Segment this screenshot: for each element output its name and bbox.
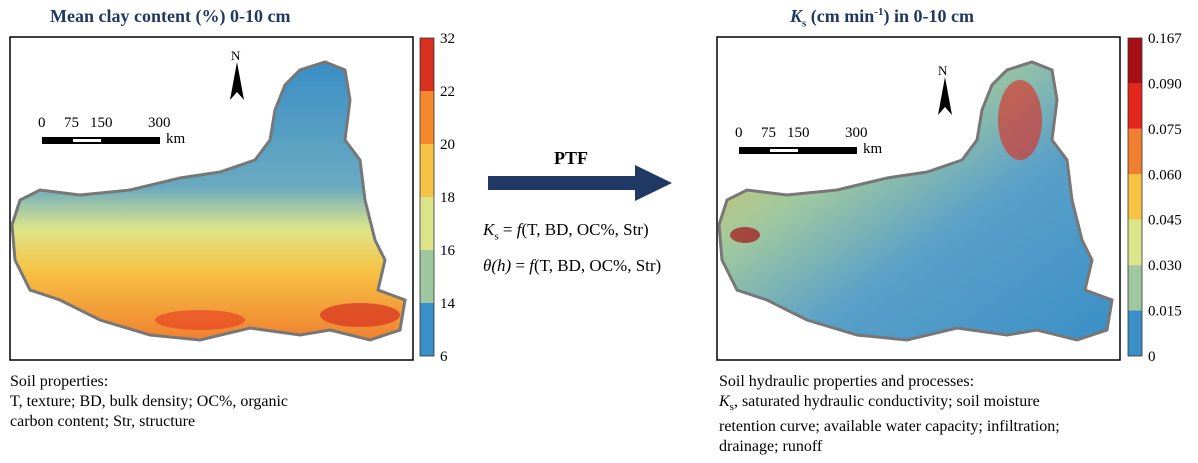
colorbar-label: 6 xyxy=(440,349,448,365)
scale-tick: 75 xyxy=(64,115,79,131)
colorbar-label: 18 xyxy=(440,190,455,206)
colorbar-label: 32 xyxy=(440,31,455,47)
scale-tick: 0 xyxy=(38,115,46,131)
scale-tick: 300 xyxy=(845,125,868,141)
colorbar-frame xyxy=(1127,37,1143,357)
left-caption: Soil properties: T, texture; BD, bulk de… xyxy=(10,372,288,432)
caption-line: Soil hydraulic properties and processes: xyxy=(719,373,975,390)
colorbar-segment xyxy=(1128,83,1142,129)
north-label: N xyxy=(231,48,241,63)
caption-line: Soil properties: xyxy=(10,373,109,390)
text: (T, BD, OC%, Str) xyxy=(534,256,662,275)
colorbar-label: 20 xyxy=(440,137,455,153)
caption-line: Ks, saturated hydraulic conductivity; so… xyxy=(719,392,1060,417)
text: (T, BD, OC%, Str) xyxy=(521,220,649,239)
colorbar-label: 14 xyxy=(440,296,456,312)
north-label: N xyxy=(938,63,948,78)
scale-unit: km xyxy=(863,141,883,157)
text: ) in 0-10 cm xyxy=(883,6,974,26)
caption-line: carbon content; Str, structure xyxy=(10,413,196,430)
right-map xyxy=(716,36,1121,361)
colorbar-label: 0.015 xyxy=(1148,304,1182,320)
colorbar-label: 0.045 xyxy=(1148,213,1182,229)
function: f xyxy=(516,220,522,239)
colorbar-segment xyxy=(420,303,434,356)
colorbar-label: 0.090 xyxy=(1148,76,1182,92)
subscript: s xyxy=(729,401,734,414)
colorbar-segment xyxy=(1128,265,1142,311)
symbol: K xyxy=(719,393,730,410)
equation: θ(h) = f(T, BD, OC%, Str) xyxy=(483,256,661,276)
colorbar-label: 0.030 xyxy=(1148,258,1182,274)
colorbar-label: 0.075 xyxy=(1148,122,1182,138)
text: = xyxy=(511,256,530,275)
symbol: θ(h) xyxy=(483,256,512,275)
caption-line: retention curve; available water capacit… xyxy=(719,418,1060,436)
scale-tick: 150 xyxy=(787,125,810,141)
subscript: s xyxy=(494,230,499,243)
caption-line: T, texture; BD, bulk density; OC%, organ… xyxy=(10,393,289,410)
colorbar-label: 0 xyxy=(1148,349,1156,365)
colorbar-label: 0.060 xyxy=(1148,167,1182,183)
text: = xyxy=(498,220,517,239)
scale-tick: 0 xyxy=(735,125,743,141)
scale-tick: 75 xyxy=(761,125,776,141)
ptf-arrow xyxy=(488,165,672,201)
colorbar-segment xyxy=(420,197,434,250)
right-caption: Soil hydraulic properties and processes:… xyxy=(719,372,1060,457)
symbol: K xyxy=(483,220,495,239)
left-map xyxy=(9,36,414,361)
colorbar-segment xyxy=(1128,174,1142,220)
colorbar-segment xyxy=(420,144,434,197)
colorbar-segment xyxy=(420,91,434,144)
colorbar-segment xyxy=(1128,38,1142,84)
right-title: Ks (cm min-1) in 0-10 cm xyxy=(790,6,974,30)
colorbar-segment xyxy=(1128,219,1142,266)
text: , saturated hydraulic conductivity; soil… xyxy=(733,393,1040,410)
colorbar-label: 16 xyxy=(440,243,456,259)
subscript: s xyxy=(802,17,807,30)
colorbar-segment xyxy=(1128,128,1142,175)
colorbar-label: 0.167 xyxy=(1148,31,1182,47)
colorbar-frame xyxy=(419,37,435,357)
scale-unit: km xyxy=(166,131,186,147)
symbol: K xyxy=(790,6,803,26)
function: f xyxy=(529,256,535,275)
scale-tick: 300 xyxy=(148,115,171,131)
scale-tick: 150 xyxy=(90,115,113,131)
equation: Ks = f(T, BD, OC%, Str) xyxy=(483,220,649,242)
caption-line: drainage; runoff xyxy=(719,438,823,456)
colorbar-segment xyxy=(1128,310,1142,356)
text: (cm min xyxy=(806,6,875,26)
colorbar-segment xyxy=(420,250,434,303)
colorbar-label: 22 xyxy=(440,84,455,100)
colorbar-segment xyxy=(420,38,434,91)
left-title: Mean clay content (%) 0-10 cm xyxy=(50,6,291,26)
superscript: -1 xyxy=(874,6,884,18)
arrow-label: PTF xyxy=(554,148,588,168)
